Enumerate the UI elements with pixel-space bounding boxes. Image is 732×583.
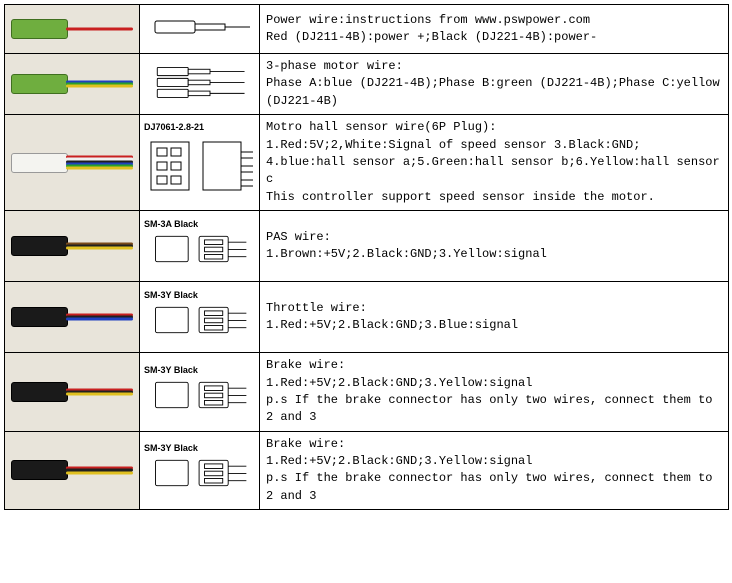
connector-diagram: DJ7061-2.8-21 [140, 115, 260, 211]
connector-description: Power wire:instructions from www.pswpowe… [260, 5, 729, 54]
diagram-label: DJ7061-2.8-21 [142, 122, 257, 132]
connector-description: Throttle wire: 1.Red:+5V;2.Black:GND;3.B… [260, 282, 729, 353]
diagram-label: SM-3Y Black [142, 443, 257, 453]
connector-description: Brake wire: 1.Red:+5V;2.Black:GND;3.Yell… [260, 353, 729, 432]
connector-photo [5, 431, 140, 510]
diagram-label: SM-3Y Black [142, 290, 257, 300]
connector-description: Motro hall sensor wire(6P Plug): 1.Red:5… [260, 115, 729, 211]
connector-diagram: SM-3Y Black [140, 353, 260, 432]
table-row: DJ7061-2.8-21 Motro ha [5, 115, 729, 211]
connector-diagram: SM-3Y Black [140, 282, 260, 353]
table-row: SM-3A Black PAS wire: 1.Brown:+5V;2.Blac… [5, 211, 729, 282]
connector-diagram: SM-3Y Black [140, 431, 260, 510]
connector-photo [5, 5, 140, 54]
connector-diagram [140, 54, 260, 115]
connector-diagram [140, 5, 260, 54]
connector-description: Brake wire: 1.Red:+5V;2.Black:GND;3.Yell… [260, 431, 729, 510]
table-row: SM-3Y Black Brake wire: 1.Red:+5V;2.Blac… [5, 431, 729, 510]
connector-photo [5, 54, 140, 115]
diagram-label: SM-3A Black [142, 219, 257, 229]
connector-description: 3-phase motor wire: Phase A:blue (DJ221-… [260, 54, 729, 115]
connector-photo [5, 353, 140, 432]
connector-photo [5, 282, 140, 353]
table-row: SM-3Y Black Throttle wire: 1.Red:+5V;2.B… [5, 282, 729, 353]
connector-description: PAS wire: 1.Brown:+5V;2.Black:GND;3.Yell… [260, 211, 729, 282]
table-row: Power wire:instructions from www.pswpowe… [5, 5, 729, 54]
connector-diagram: SM-3A Black [140, 211, 260, 282]
connector-table: Power wire:instructions from www.pswpowe… [4, 4, 729, 510]
diagram-label: SM-3Y Black [142, 365, 257, 375]
table-row: SM-3Y Black Brake wire: 1.Red:+5V;2.Blac… [5, 353, 729, 432]
connector-photo [5, 211, 140, 282]
table-row: 3-phase motor wire: Phase A:blue (DJ221-… [5, 54, 729, 115]
connector-photo [5, 115, 140, 211]
